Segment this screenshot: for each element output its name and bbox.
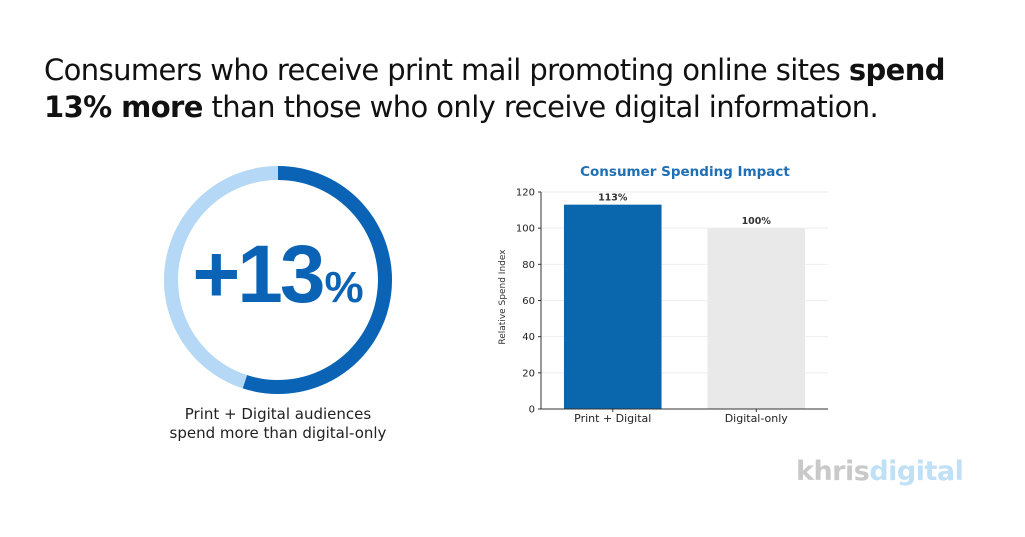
headline-part2: than those who only receive digital info… [202,90,879,124]
y-tick-label: 100 [516,224,535,235]
x-tick-label: Digital-only [725,412,789,425]
y-tick-label: 120 [516,188,535,199]
brand-logo: khrisdigital [796,456,964,487]
bar-data-label: 113% [598,193,628,204]
ring-graphic [164,166,392,394]
ring-value-percent: % [324,263,364,312]
bar-data-label: 100% [742,216,772,227]
y-tick-label: 40 [522,332,535,343]
ring-caption-line2: spend more than digital-only [169,424,387,442]
y-tick-label: 0 [529,405,535,416]
ring-caption: Print + Digital audiences spend more tha… [130,405,426,443]
chart-title: Consumer Spending Impact [580,164,790,180]
bar-1 [563,204,662,409]
headline-bold: spend 13% more [44,53,946,124]
logo-part2: digital [869,456,964,487]
y-tick-label: 60 [522,296,535,307]
y-tick-label: 20 [522,368,535,379]
ring-arc [242,166,392,394]
ring-value: +13% [160,228,396,322]
bar-2 [707,228,806,409]
ring-value-number: +13 [192,229,325,320]
headline: Consumers who receive print mail promoti… [44,52,994,126]
percent-ring: +13% [160,162,396,398]
logo-part1: khris [796,456,870,487]
headline-part1: Consumers who receive print mail promoti… [44,53,849,87]
ring-caption-line1: Print + Digital audiences [184,405,372,423]
x-tick-label: Print + Digital [574,412,651,425]
y-tick-label: 80 [522,260,535,271]
